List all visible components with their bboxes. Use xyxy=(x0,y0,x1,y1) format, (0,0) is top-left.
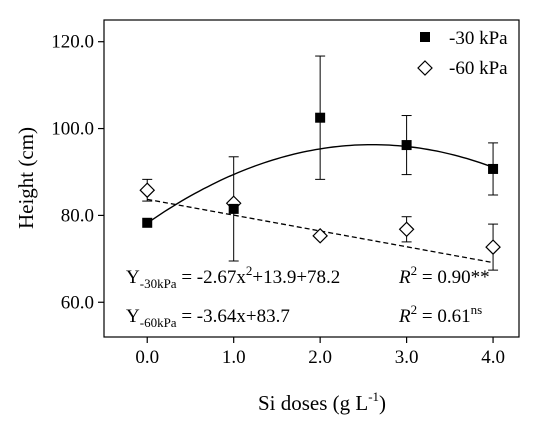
fit-line-series-2 xyxy=(147,198,494,264)
eq1-part-b: +13.9+78.2 xyxy=(252,267,340,288)
legend-label-series-1: -30 kPa xyxy=(449,28,508,49)
eq2-part-a: = -3.64x+83.7 xyxy=(177,306,290,327)
marker-series-2-3 xyxy=(398,221,415,238)
legend-marker-series-1 xyxy=(420,32,430,42)
legend-marker-series-2 xyxy=(417,60,433,76)
marker-series-1-2 xyxy=(315,112,326,123)
axis-ticks: 0.0 1.0 2.0 3.0 4.0 60.0 80.0 100.0 120.0 xyxy=(51,32,505,368)
r2-series-2: R2 = 0.61ns xyxy=(398,302,482,327)
y-tick-label-2: 100.0 xyxy=(51,119,94,140)
r2-series-1: R2 = 0.90** xyxy=(398,263,490,288)
r2-1-sup: 2 xyxy=(411,263,418,278)
equation-series-2: Y-60kPa = -3.64x+83.7 xyxy=(126,306,290,330)
y-tick-label-1: 80.0 xyxy=(61,205,94,226)
legend: -30 kPa -60 kPa xyxy=(417,28,508,79)
data-markers xyxy=(139,112,501,255)
r2-1-value: = 0.90** xyxy=(417,267,489,288)
y-tick-label-0: 60.0 xyxy=(61,292,94,313)
y-axis-title: Height (cm) xyxy=(14,127,38,229)
marker-series-2-2 xyxy=(312,227,328,244)
x-axis-title-sup: -1 xyxy=(368,389,379,404)
legend-label-series-2: -60 kPa xyxy=(449,58,508,79)
marker-series-1-1 xyxy=(228,203,239,214)
x-tick-label-2: 2.0 xyxy=(308,347,332,368)
x-tick-label-1: 1.0 xyxy=(222,347,246,368)
x-tick-label-4: 4.0 xyxy=(481,347,505,368)
eq1-sup: 2 xyxy=(246,263,253,278)
marker-series-1-0 xyxy=(142,217,153,228)
x-axis-title-main: Si doses (g L xyxy=(258,391,368,415)
r2-2-sup: 2 xyxy=(411,302,418,317)
eq1-y: Y xyxy=(126,267,140,288)
x-axis-title-end: ) xyxy=(379,391,386,415)
r2-2-symbol: R xyxy=(398,306,411,327)
marker-series-1-3 xyxy=(401,140,412,151)
y-tick-label-3: 120.0 xyxy=(51,32,94,53)
r2-2-value-sup: ns xyxy=(471,302,483,317)
marker-series-2-0 xyxy=(139,182,156,199)
x-tick-label-0: 0.0 xyxy=(135,347,159,368)
r2-2-value: = 0.61 xyxy=(417,306,470,327)
eq1-part-a: = -2.67x xyxy=(177,267,247,288)
eq2-y-sub: -60kPa xyxy=(140,315,177,330)
marker-series-2-4 xyxy=(485,239,501,255)
eq1-y-sub: -30kPa xyxy=(140,276,177,291)
eq2-y: Y xyxy=(126,306,140,327)
equation-series-1: Y-30kPa = -2.67x2+13.9+78.2 xyxy=(126,263,340,291)
x-tick-label-3: 3.0 xyxy=(395,347,419,368)
x-axis-title: Si doses (g L-1) xyxy=(258,389,386,415)
plot-frame xyxy=(103,19,520,338)
marker-series-1-4 xyxy=(488,163,499,174)
r2-1-symbol: R xyxy=(398,267,411,288)
